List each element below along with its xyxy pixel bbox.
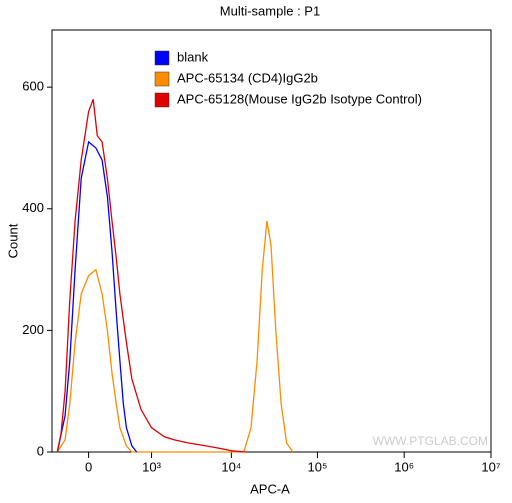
x-tick-label: 10⁵ bbox=[307, 459, 327, 474]
legend-label: APC-65128(Mouse IgG2b Isotype Control) bbox=[177, 91, 422, 106]
watermark: WWW.PTGLAB.COM bbox=[373, 434, 488, 448]
legend-swatch bbox=[154, 92, 170, 108]
series-line bbox=[56, 220, 294, 453]
y-axis-label: Count bbox=[5, 223, 20, 258]
y-tick-label: 600 bbox=[22, 79, 44, 94]
legend-label: APC-65134 (CD4)IgG2b bbox=[177, 70, 318, 85]
x-axis-label: APC-A bbox=[250, 481, 290, 496]
plot-frame bbox=[51, 29, 492, 453]
x-tick-label: 10⁶ bbox=[394, 459, 414, 474]
x-tick-label: 10⁷ bbox=[481, 459, 500, 474]
series-line bbox=[56, 140, 138, 453]
y-tick-label: 0 bbox=[37, 443, 44, 458]
series-line bbox=[56, 99, 247, 453]
legend-label: blank bbox=[177, 49, 209, 64]
legend-swatch bbox=[154, 50, 170, 66]
legend-swatch bbox=[154, 71, 170, 87]
y-tick-label: 400 bbox=[22, 200, 44, 215]
y-tick-label: 200 bbox=[22, 322, 44, 337]
x-tick-label: 10⁴ bbox=[221, 459, 241, 474]
chart-title: Multi-sample : P1 bbox=[220, 3, 320, 18]
x-tick-label: 10³ bbox=[142, 459, 161, 474]
x-tick-label: 0 bbox=[85, 459, 92, 474]
